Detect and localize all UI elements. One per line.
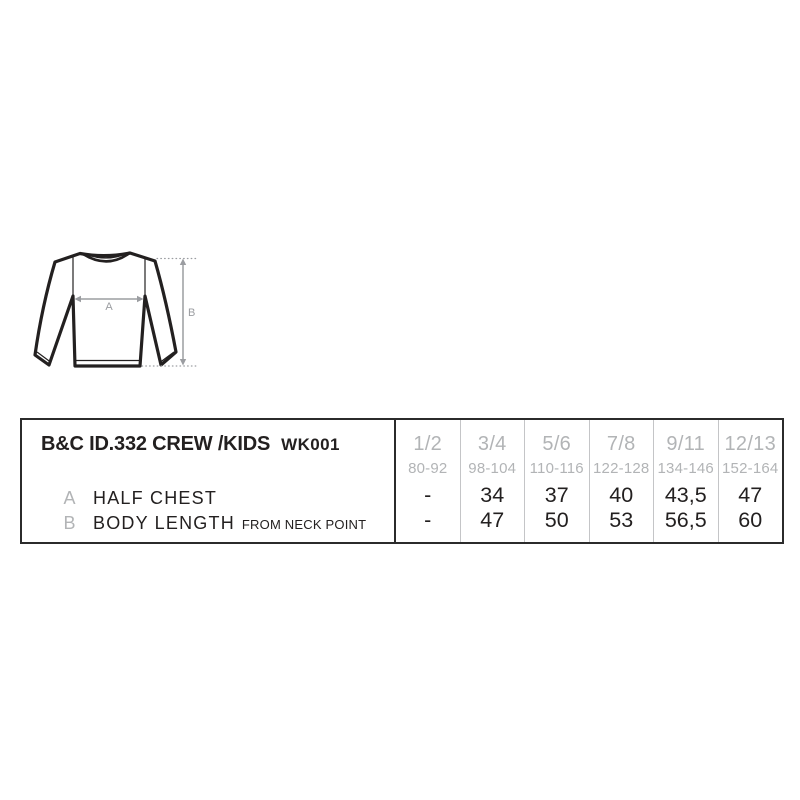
product-name: B&C ID.332 CREW /KIDS [41,433,271,455]
half-chest-value: - [424,483,432,507]
size-column-9-11: 9/11 134-146 43,5 56,5 [653,420,718,542]
height-range: 134-146 [657,460,714,477]
collar-inner-arc [86,253,126,259]
chest-measure-label: A [105,301,113,313]
product-title: B&C ID.332 CREW /KIDS WK001 [41,434,340,454]
size-column-3-4: 3/4 98-104 34 47 [459,420,525,542]
spec-letter-a: A [63,488,76,508]
spec-label-half-chest: HALF CHEST [93,488,218,508]
size-label: 7/8 [606,433,636,455]
height-range: 98-104 [468,460,517,477]
size-columns: 1/2 80-92 - - 3/4 98-104 34 47 5/6 110-1… [394,420,782,542]
spec-row-body-length: B BODY LENGTH FROM NECK POINT [63,514,366,532]
half-chest-value: 43,5 [664,483,707,507]
size-label: 9/11 [666,433,706,455]
body-length-value: - [424,508,432,532]
length-measure-label: B [188,307,195,319]
size-column-12-13: 12/13 152-164 47 60 [717,420,783,542]
spec-row-half-chest: A HALF CHEST [63,489,217,507]
half-chest-value: 40 [609,483,634,507]
height-range: 122-128 [593,460,650,477]
left-cuff-line [36,351,51,363]
chest-arrow-right-head [137,295,144,303]
size-label: 3/4 [477,433,507,455]
height-range: 80-92 [408,460,448,477]
height-range: 152-164 [722,460,779,477]
right-cuff-line [160,351,175,363]
half-chest-value: 37 [544,483,569,507]
spec-sublabel-from-neck-point: FROM NECK POINT [241,517,367,532]
size-column-5-6: 5/6 110-116 37 50 [524,420,589,542]
length-arrow-bottom-head [179,359,187,366]
size-table: B&C ID.332 CREW /KIDS WK001 A HALF CHEST B… [20,418,784,544]
body-length-value: 56,5 [664,508,707,532]
body-length-value: 60 [738,508,763,532]
height-range: 110-116 [529,460,584,477]
body-length-value: 53 [609,508,634,532]
half-chest-value: 47 [738,483,763,507]
size-label: 5/6 [542,433,572,455]
table-header-section: B&C ID.332 CREW /KIDS WK001 A HALF CHEST B… [22,420,394,542]
product-code: WK001 [281,435,340,454]
collar-outer-arc [81,252,131,263]
size-column-1-2: 1/2 80-92 - - [396,420,460,542]
sweater-diagram: A B [33,251,198,368]
size-label: 1/2 [413,433,443,455]
spec-label-body-length: BODY LENGTH [93,513,235,533]
spec-letter-b: B [63,513,76,533]
sweater-outline [33,251,178,368]
length-arrow-top-head [179,258,187,265]
size-column-7-8: 7/8 122-128 40 53 [588,420,654,542]
size-label: 12/13 [724,433,777,455]
chest-arrow-left-head [74,295,81,303]
body-length-value: 47 [480,508,505,532]
body-length-value: 50 [544,508,569,532]
half-chest-value: 34 [480,483,505,507]
